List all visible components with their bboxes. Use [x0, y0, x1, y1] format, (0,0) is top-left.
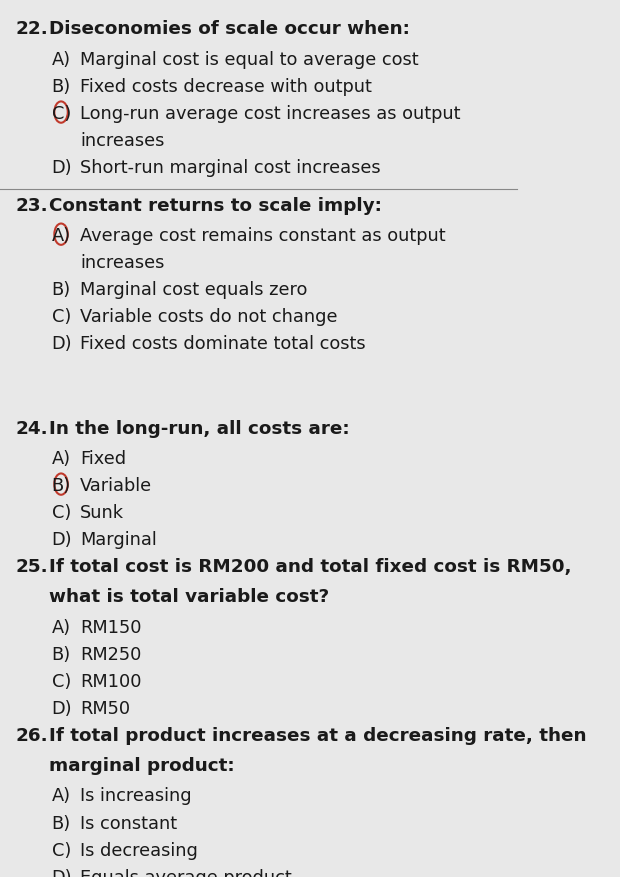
- Text: If total product increases at a decreasing rate, then: If total product increases at a decreasi…: [49, 726, 587, 744]
- Text: C): C): [51, 308, 71, 325]
- Text: A): A): [51, 227, 71, 245]
- Text: RM50: RM50: [80, 699, 130, 717]
- Text: 25.: 25.: [16, 558, 48, 575]
- Text: 23.: 23.: [16, 196, 48, 214]
- Text: A): A): [51, 618, 71, 636]
- Text: A): A): [51, 449, 71, 467]
- Text: RM150: RM150: [80, 618, 142, 636]
- Text: Is decreasing: Is decreasing: [80, 840, 198, 859]
- Text: 26.: 26.: [16, 726, 48, 744]
- Text: Marginal cost is equal to average cost: Marginal cost is equal to average cost: [80, 51, 419, 68]
- Text: Sunk: Sunk: [80, 503, 125, 521]
- Text: A): A): [51, 787, 71, 804]
- Text: Fixed costs decrease with output: Fixed costs decrease with output: [80, 78, 372, 96]
- Text: C): C): [51, 104, 71, 123]
- Text: C): C): [51, 840, 71, 859]
- Text: B): B): [51, 814, 71, 831]
- Text: Long-run average cost increases as output: Long-run average cost increases as outpu…: [80, 104, 461, 123]
- Text: In the long-run, all costs are:: In the long-run, all costs are:: [49, 419, 350, 437]
- Text: Variable costs do not change: Variable costs do not change: [80, 308, 338, 325]
- Text: Marginal: Marginal: [80, 531, 157, 548]
- Text: A): A): [51, 51, 71, 68]
- Text: C): C): [51, 503, 71, 521]
- Text: Variable: Variable: [80, 476, 153, 495]
- Text: Equals average product: Equals average product: [80, 867, 292, 877]
- Text: marginal product:: marginal product:: [49, 756, 235, 774]
- Text: B): B): [51, 281, 71, 299]
- Text: Marginal cost equals zero: Marginal cost equals zero: [80, 281, 308, 299]
- Text: RM250: RM250: [80, 645, 141, 663]
- Text: B): B): [51, 645, 71, 663]
- Text: increases: increases: [80, 132, 164, 150]
- Text: Constant returns to scale imply:: Constant returns to scale imply:: [49, 196, 382, 214]
- Text: 24.: 24.: [16, 419, 48, 437]
- Text: Diseconomies of scale occur when:: Diseconomies of scale occur when:: [49, 20, 410, 39]
- Text: D): D): [51, 699, 73, 717]
- Text: D): D): [51, 335, 73, 353]
- Text: what is total variable cost?: what is total variable cost?: [49, 588, 329, 606]
- Text: RM100: RM100: [80, 672, 142, 690]
- Text: Fixed: Fixed: [80, 449, 126, 467]
- Text: D): D): [51, 531, 73, 548]
- Text: Is constant: Is constant: [80, 814, 177, 831]
- Text: increases: increases: [80, 253, 164, 272]
- Text: If total cost is RM200 and total fixed cost is RM50,: If total cost is RM200 and total fixed c…: [49, 558, 572, 575]
- Text: Short-run marginal cost increases: Short-run marginal cost increases: [80, 159, 381, 177]
- Text: B): B): [51, 476, 71, 495]
- Text: D): D): [51, 867, 73, 877]
- Text: Fixed costs dominate total costs: Fixed costs dominate total costs: [80, 335, 366, 353]
- Text: 22.: 22.: [16, 20, 48, 39]
- Text: B): B): [51, 78, 71, 96]
- Text: Average cost remains constant as output: Average cost remains constant as output: [80, 227, 446, 245]
- Text: Is increasing: Is increasing: [80, 787, 192, 804]
- Text: D): D): [51, 159, 73, 177]
- Text: C): C): [51, 672, 71, 690]
